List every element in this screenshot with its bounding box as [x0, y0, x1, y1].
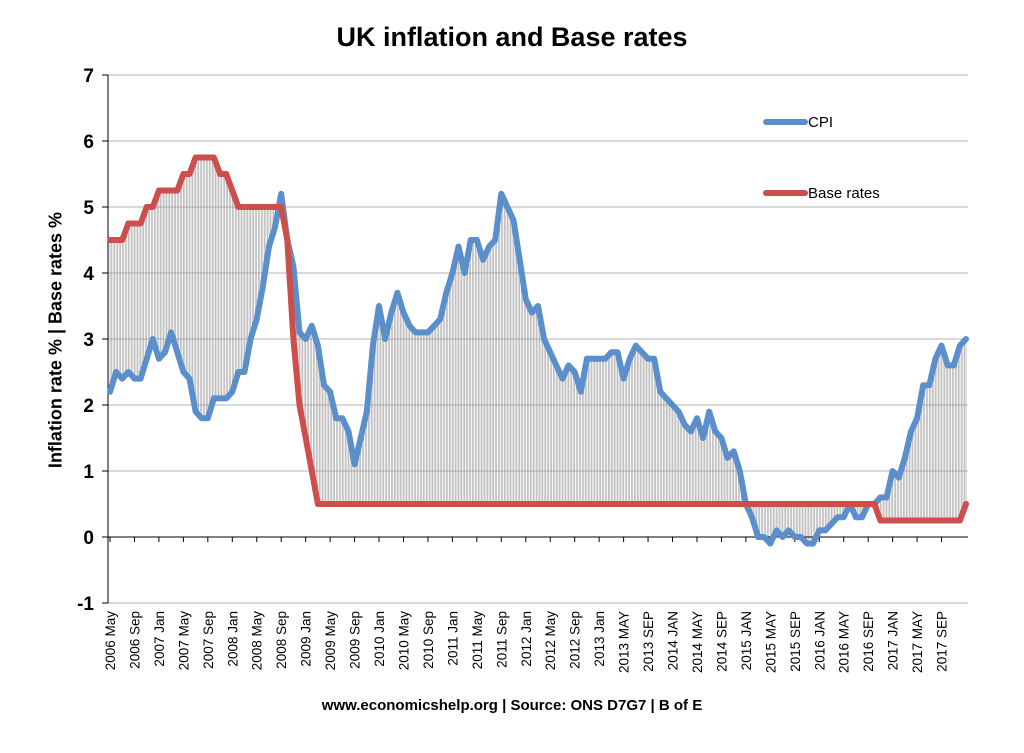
y-tick-label: 2: [83, 396, 94, 417]
x-tick-label: 2009 Sep: [348, 611, 363, 669]
x-tick-label: 2006 May: [103, 611, 118, 671]
x-tick-label: 2011 Jan: [445, 611, 460, 666]
x-tick-label: 2012 Jan: [519, 611, 534, 667]
x-tick-label: 2009 May: [323, 611, 338, 671]
x-tick-label: 2012 Sep: [568, 611, 583, 669]
x-tick-label: 2011 Sep: [494, 611, 509, 668]
x-tick-label: 2011 May: [470, 611, 485, 670]
x-tick-label: 2007 Jan: [152, 611, 167, 667]
x-tick-label: 2014 MAY: [690, 611, 705, 673]
x-tick-label: 2010 May: [396, 611, 411, 671]
x-tick-label: 2013 MAY: [617, 611, 632, 673]
x-tick-label: 2007 May: [176, 611, 191, 671]
series-lines: [107, 154, 969, 547]
source-note: www.economicshelp.org | Source: ONS D7G7…: [321, 697, 703, 714]
x-tick-label: 2010 Jan: [372, 611, 387, 667]
y-tick-label: 0: [83, 528, 94, 549]
x-tick-label: 2007 Sep: [201, 611, 216, 669]
x-tick-label: 2014 JAN: [666, 611, 681, 670]
x-tick-label: 2017 MAY: [910, 611, 925, 673]
y-tick-label: 1: [83, 462, 94, 483]
cpi-series-line: [107, 190, 969, 547]
x-tick-label: 2016 SEP: [861, 611, 876, 672]
axes: -1 0 1 2 3 4 5 6 7 2006 May 2006 Sep 2007 Jan 2007 M…: [77, 66, 968, 673]
y-tick-label: 5: [83, 198, 94, 219]
base-rate-series-line: [107, 154, 969, 524]
chart-title: UK inflation and Base rates: [336, 22, 688, 52]
legend: CPI Base rates: [763, 114, 880, 202]
y-tick-label: 3: [83, 330, 94, 351]
legend-label: Base rates: [808, 185, 880, 202]
x-tick-label: 2014 SEP: [714, 611, 729, 672]
x-tick-label: 2009 Jan: [299, 611, 314, 667]
x-tick-label: 2015 MAY: [763, 611, 778, 673]
y-tick-label: 4: [83, 264, 94, 285]
x-tick-label: 2008 Sep: [274, 611, 289, 669]
x-tick-label: 2017 SEP: [935, 611, 950, 672]
x-tick-label: 2017 JAN: [886, 611, 901, 670]
x-tick-label: 2006 Sep: [127, 611, 142, 669]
x-tick-label: 2012 May: [543, 611, 558, 671]
x-tick-label: 2013 Jan: [592, 611, 607, 667]
x-tick-label: 2016 MAY: [837, 611, 852, 673]
x-tick-label: 2008 May: [250, 611, 265, 671]
legend-label: CPI: [808, 114, 833, 131]
y-tick-label: 6: [83, 132, 94, 153]
x-tick-label: 2010 Sep: [421, 611, 436, 669]
x-tick-label: 2016 JAN: [812, 611, 827, 670]
gap-hatching: [109, 157, 967, 544]
x-tick-label: 2008 Jan: [225, 611, 240, 667]
y-tick-label: -1: [77, 594, 94, 615]
y-tick-label: 7: [83, 66, 94, 87]
x-tick-label: 2015 SEP: [788, 611, 803, 672]
x-tick-label: 2013 SEP: [641, 611, 656, 672]
x-tick-label: 2015 JAN: [739, 611, 754, 670]
